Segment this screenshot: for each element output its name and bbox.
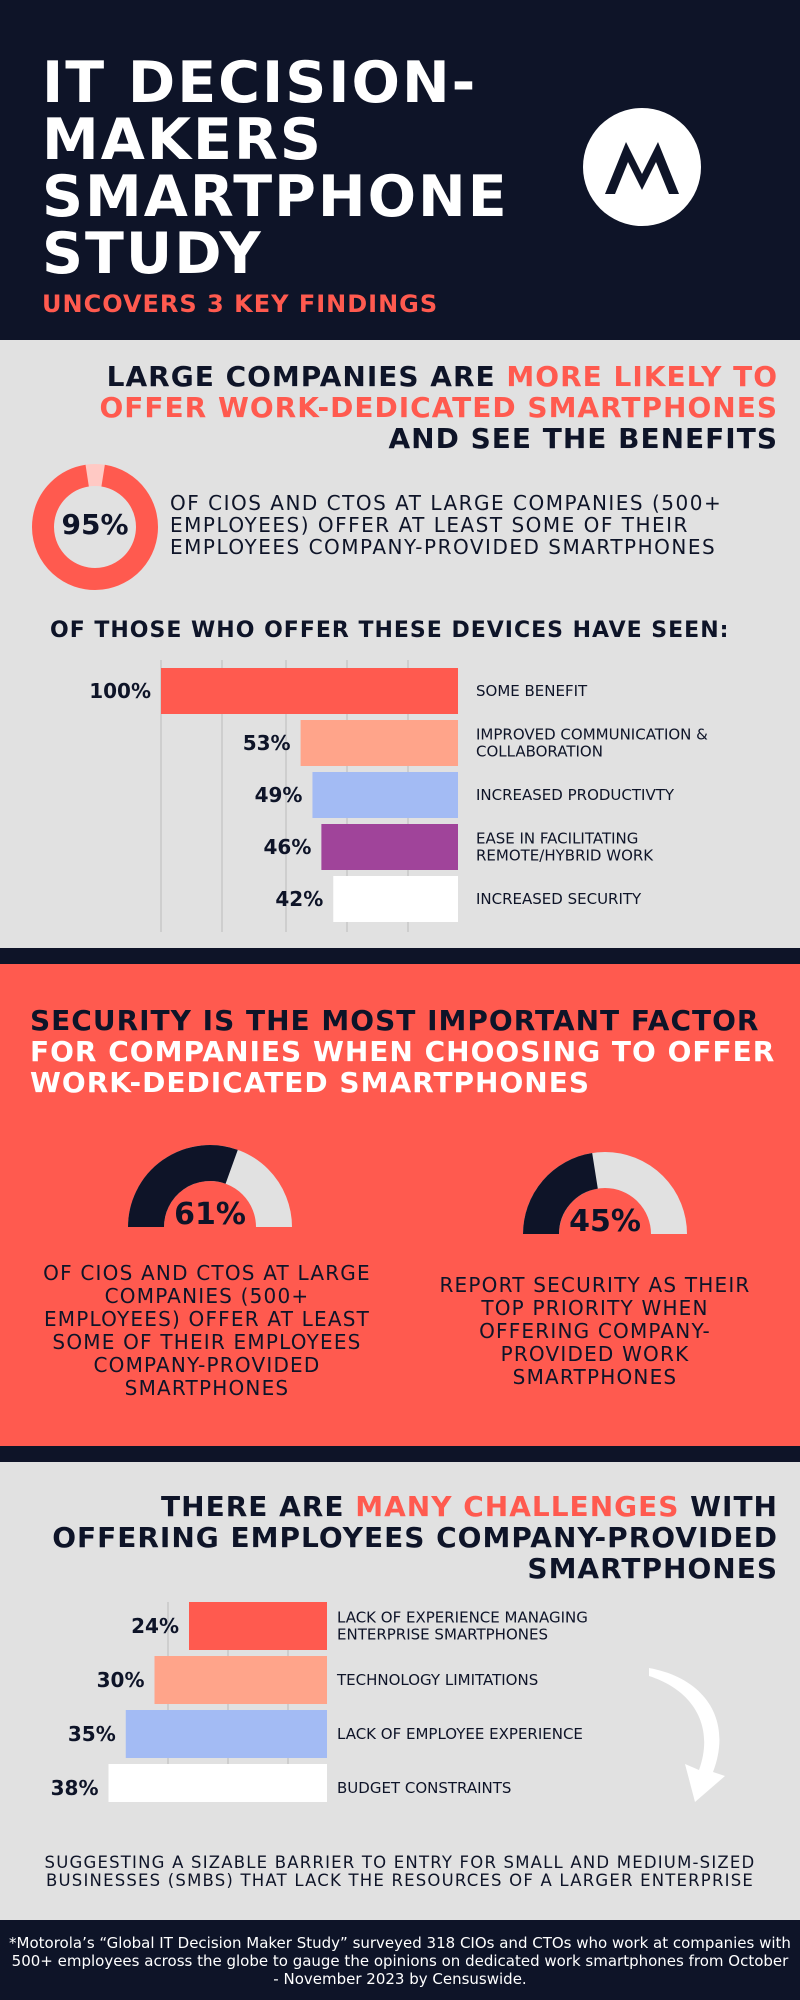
section-benefits: LARGE COMPANIES ARE MORE LIKELY TO OFFER… bbox=[0, 340, 800, 948]
category-label: LACK OF EXPERIENCE MANAGING ENTERPRISE SM… bbox=[337, 1609, 588, 1644]
header: IT DECISION-MAKERS SMARTPHONE STUDY UNCO… bbox=[0, 0, 800, 340]
bar bbox=[189, 1602, 327, 1650]
donut-chart bbox=[32, 464, 158, 590]
bar bbox=[321, 824, 458, 870]
gauge-fill bbox=[523, 1153, 599, 1235]
gauge-value: 61% bbox=[174, 1197, 246, 1232]
donut-value: 95% bbox=[61, 508, 129, 541]
chart-subheading: OF THOSE WHO OFFER THESE DEVICES HAVE SE… bbox=[50, 618, 730, 643]
bar bbox=[125, 1710, 327, 1758]
heading-text: SECURITY IS THE MOST IMPORTANT FACTOR bbox=[30, 1004, 760, 1037]
footnote: *Motorola’s “Global IT Decision Maker St… bbox=[9, 1934, 791, 1988]
heading-text: LARGE COMPANIES ARE bbox=[106, 360, 507, 393]
category-label: TECHNOLOGY LIMITATIONS bbox=[336, 1671, 538, 1689]
bar bbox=[312, 772, 458, 818]
gauge-caption: OF CIOS AND CTOS AT LARGE COMPANIES (500… bbox=[43, 1261, 371, 1400]
category-label: LACK OF EMPLOYEE EXPERIENCE bbox=[337, 1725, 583, 1743]
page-subtitle: UNCOVERS 3 KEY FINDINGS bbox=[42, 290, 439, 318]
heading-text: AND SEE THE BENEFITS bbox=[388, 421, 778, 455]
category-label: IMPROVED COMMUNICATION & COLLABORATION bbox=[476, 726, 708, 761]
data-label: 42% bbox=[275, 887, 323, 911]
bar bbox=[333, 876, 458, 922]
summary-text: SUGGESTING A SIZABLE BARRIER TO ENTRY FO… bbox=[44, 1853, 756, 1891]
data-label: 38% bbox=[51, 1776, 99, 1800]
heading-highlight: MANY CHALLENGES bbox=[355, 1490, 680, 1523]
gauge-chart-45 bbox=[523, 1152, 687, 1235]
heading-text: WITH OFFERING EMPLOYEES COMPANY-PROVIDED… bbox=[52, 1490, 778, 1585]
divider bbox=[0, 1446, 800, 1462]
heading-text: THERE ARE bbox=[161, 1490, 356, 1523]
section-heading: THERE ARE MANY CHALLENGES WITH OFFERING … bbox=[0, 1490, 778, 1585]
footer: *Motorola’s “Global IT Decision Maker St… bbox=[0, 1920, 800, 2000]
data-label: 53% bbox=[243, 731, 291, 755]
category-label: SOME BENEFIT bbox=[476, 682, 588, 700]
data-label: 49% bbox=[255, 783, 303, 807]
gauge-chart-61 bbox=[128, 1145, 292, 1228]
section-challenges: THERE ARE MANY CHALLENGES WITH OFFERING … bbox=[0, 1462, 800, 1920]
section-security: SECURITY IS THE MOST IMPORTANT FACTOR FO… bbox=[0, 964, 800, 1446]
divider bbox=[0, 948, 800, 964]
challenges-bar-chart: 24% LACK OF EXPERIENCE MANAGING ENTERPRISE… bbox=[51, 1602, 588, 1802]
data-label: 35% bbox=[68, 1722, 116, 1746]
bar bbox=[108, 1764, 327, 1802]
donut-slice bbox=[32, 464, 158, 590]
category-label: BUDGET CONSTRAINTS bbox=[337, 1779, 511, 1797]
motorola-logo-icon bbox=[583, 108, 701, 226]
gauge-fill bbox=[128, 1145, 238, 1228]
gauge-value: 45% bbox=[569, 1204, 641, 1239]
page-title: IT DECISION-MAKERS SMARTPHONE STUDY bbox=[42, 50, 509, 287]
heading-highlight: MORE LIKELY TO OFFER WORK-DEDICATED SMAR… bbox=[99, 360, 778, 424]
benefits-bar-chart: 100% SOME BENEFIT 53% IMPROVED COMMUNICATIO… bbox=[89, 660, 708, 932]
data-label: 46% bbox=[264, 835, 312, 859]
stat-description: OF CIOS AND CTOS AT LARGE COMPANIES (500… bbox=[170, 491, 723, 559]
bar bbox=[300, 720, 458, 766]
data-label: 100% bbox=[89, 679, 151, 703]
heading-highlight: FOR COMPANIES WHEN CHOOSING TO OFFER WOR… bbox=[30, 1034, 776, 1099]
bar bbox=[161, 668, 458, 714]
category-label: INCREASED SECURITY bbox=[476, 890, 642, 908]
category-label: INCREASED PRODUCTIVTY bbox=[476, 786, 675, 804]
bar bbox=[154, 1656, 327, 1704]
gauge-caption: REPORT SECURITY AS THEIR TOP PRIORITY WH… bbox=[439, 1273, 751, 1389]
section-heading: LARGE COMPANIES ARE MORE LIKELY TO OFFER… bbox=[18, 360, 778, 455]
curved-arrow-icon bbox=[649, 1668, 725, 1802]
data-label: 24% bbox=[131, 1614, 179, 1638]
data-label: 30% bbox=[97, 1668, 145, 1692]
category-label: EASE IN FACILITATING REMOTE/HYBRID WORK bbox=[476, 830, 654, 865]
section-heading: SECURITY IS THE MOST IMPORTANT FACTOR FO… bbox=[30, 1004, 790, 1099]
